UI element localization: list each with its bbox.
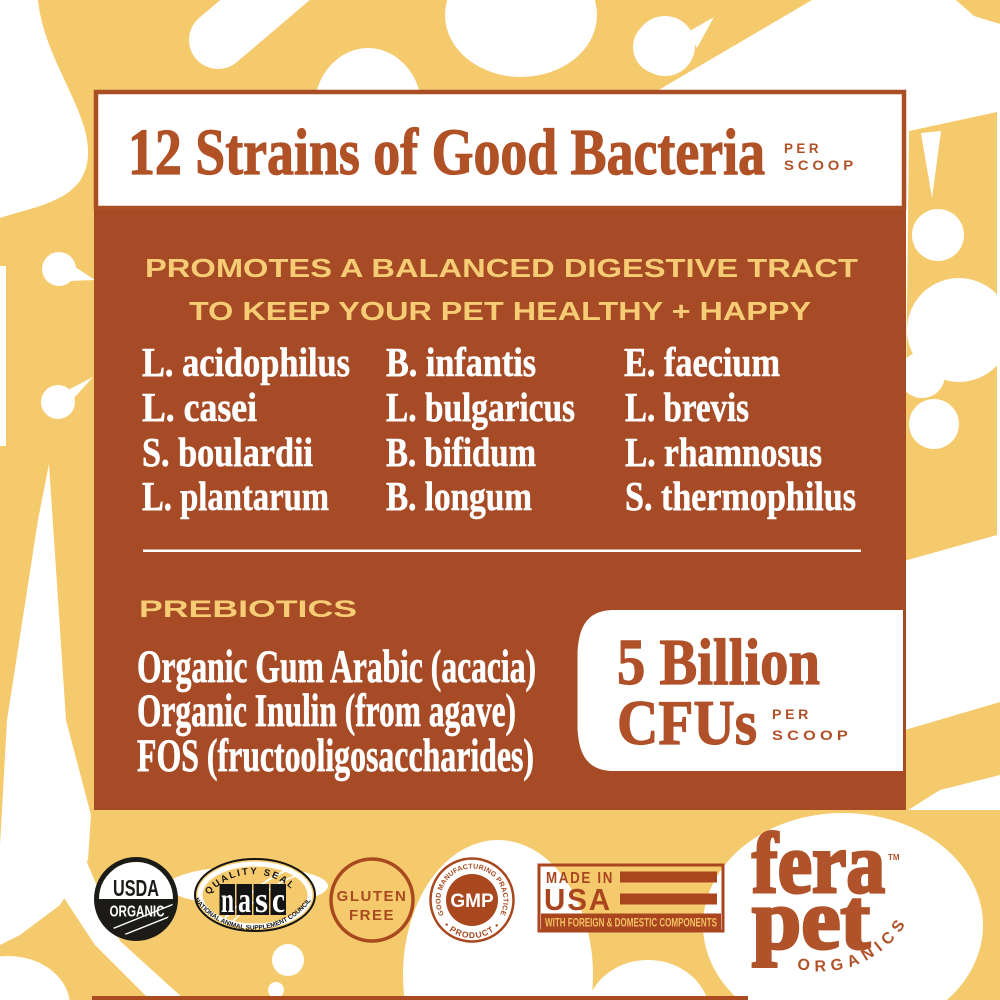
svg-text:L. bulgaricus: L. bulgaricus [386, 384, 575, 430]
svg-text:TM: TM [888, 853, 900, 862]
svg-text:ORGANIC: ORGANIC [110, 904, 165, 921]
svg-text:B. longum: B. longum [386, 473, 532, 519]
svg-text:CFUs: CFUs [617, 687, 757, 758]
svg-text:s: s [255, 880, 268, 920]
svg-text:Organic Gum Arabic (acacia): Organic Gum Arabic (acacia) [137, 641, 536, 693]
svg-text:USDA: USDA [113, 875, 159, 901]
svg-text:GMP: GMP [450, 891, 494, 912]
svg-text:a: a [238, 880, 251, 920]
svg-text:FREE: FREE [349, 907, 395, 924]
svg-text:PREBIOTICS: PREBIOTICS [139, 596, 357, 623]
svg-text:L. acidophilus: L. acidophilus [142, 339, 350, 385]
svg-text:fera: fera [752, 815, 885, 911]
svg-text:L. rhamnosus: L. rhamnosus [625, 429, 822, 475]
svg-text:GLUTEN: GLUTEN [337, 888, 408, 905]
svg-text:L. plantarum: L. plantarum [142, 473, 329, 519]
svg-text:USA: USA [544, 882, 612, 917]
svg-text:SCOOP: SCOOP [784, 158, 857, 173]
svg-text:Organic Inulin (from agave): Organic Inulin (from agave) [137, 685, 516, 737]
svg-text:PER: PER [772, 707, 812, 722]
svg-text:S. boulardii: S. boulardii [142, 429, 313, 475]
svg-text:S. thermophilus: S. thermophilus [625, 473, 856, 519]
svg-text:FOS (fructooligosaccharides): FOS (fructooligosaccharides) [137, 730, 534, 782]
svg-text:TO KEEP YOUR PET HEALTHY + HAP: TO KEEP YOUR PET HEALTHY + HAPPY [189, 296, 811, 326]
svg-text:MADE IN: MADE IN [546, 870, 614, 887]
svg-text:SCOOP: SCOOP [772, 728, 852, 743]
svg-text:n: n [221, 880, 234, 920]
svg-text:E. faecium: E. faecium [624, 339, 780, 385]
svg-text:WITH FOREIGN & DOMESTIC COMPON: WITH FOREIGN & DOMESTIC COMPONENTS [545, 918, 717, 930]
svg-text:L. brevis: L. brevis [625, 384, 749, 430]
svg-text:PER: PER [784, 141, 822, 156]
svg-text:c: c [272, 880, 285, 920]
svg-text:12 Strains of Good Bacteria: 12 Strains of Good Bacteria [128, 116, 765, 189]
svg-text:L. casei: L. casei [142, 384, 257, 430]
svg-text:B. bifidum: B. bifidum [386, 429, 536, 475]
svg-text:pet: pet [752, 871, 870, 967]
svg-text:B. infantis: B. infantis [386, 339, 536, 385]
svg-text:5 Billion: 5 Billion [617, 626, 820, 699]
svg-text:PROMOTES A BALANCED DIGESTIVE: PROMOTES A BALANCED DIGESTIVE TRACT [145, 253, 858, 283]
